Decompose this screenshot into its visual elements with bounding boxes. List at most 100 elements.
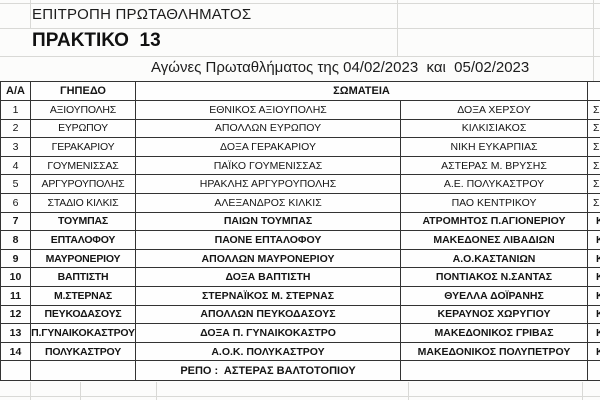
venue-cell: ΓΕΡΑΚΑΡΙΟΥ [30,137,136,157]
away-club-cell: ΠΑΟ ΚΕΝΤΡΙΚΟΥ [399,192,589,213]
match-row: 9 ΜΑΥΡΟΝΕΡΙΟΥ ΑΠΟΛΛΩΝ ΜΑΥΡΟΝΕΡΙΟΥ Α.Ο.ΚΑ… [0,248,600,269]
venue-cell: ΣΤΑΔΙΟ ΚΙΛΚΙΣ [30,192,136,213]
match-row: 8 ΕΠΤΑΛΟΦΟΥ ΠΑΟΝΕ ΕΠΤΑΛΟΦΟΥ ΜΑΚΕΔΟΝΕΣ ΛΙ… [0,230,600,250]
match-row: 10 ΒΑΠΤΙΣΤΗ ΔΟΞΑ ΒΑΠΤΙΣΤΗ ΠΟΝΤΙΑΚΟΣ Ν.ΣΑ… [0,267,600,287]
venue-cell: ΒΑΠΤΙΣΤΗ [30,267,136,287]
home-club-cell: ΔΟΞΑ ΒΑΠΤΙΣΤΗ [135,267,401,287]
match-number-cell: 1 [0,100,31,120]
committee-title: ΕΠΙΤΡΟΠΗ ΠΡΩΤΑΘΛΗΜΑΤΟΣ [32,6,252,23]
venue-cell: ΜΑΥΡΟΝΕΡΙΟΥ [30,248,136,269]
day-partial-cell: Κ [587,211,600,232]
away-club-cell: ΜΑΚΕΔΟΝΙΚΟΣ ΓΡΙΒΑΣ [399,323,589,343]
header-index: Α/Α [0,81,31,101]
venue-cell: ΕΠΤΑΛΟΦΟΥ [30,230,136,250]
away-club-cell: ΝΙΚΗ ΕΥΚΑΡΠΙΑΣ [399,137,589,157]
venue-cell: ΠΟΛΥΚΑΣΤΡΟΥ [30,341,136,362]
match-row: 5 ΑΡΓΥΡΟΥΠΟΛΗΣ ΗΡΑΚΛΗΣ ΑΡΓΥΡΟΥΠΟΛΗΣ Α.Ε.… [0,174,600,194]
venue-cell: ΑΡΓΥΡΟΥΠΟΛΗΣ [30,174,136,194]
match-number-cell: 9 [0,248,31,269]
away-club-cell: ΔΟΞΑ ΧΕΡΣΟΥ [399,100,589,120]
away-club-cell: ΚΙΛΚΙΣΙΑΚΟΣ [399,118,589,139]
match-number-cell: 7 [0,211,31,232]
day-partial-cell: Σ [587,118,600,139]
match-number-cell: 14 [0,341,31,362]
away-club-cell: ΚΕΡΑΥΝΟΣ ΧΩΡΥΓΙΟΥ [399,304,589,325]
match-number-cell: 3 [0,137,31,157]
day-partial-cell: Κ [587,323,600,343]
gridline [408,382,409,400]
match-row: 1 ΑΞΙΟΥΠΟΛΗΣ ΕΘΝΙΚΟΣ ΑΞΙΟΥΠΟΛΗΣ ΔΟΞΑ ΧΕΡ… [0,100,600,120]
away-club-cell: ΜΑΚΕΔΟΝΕΣ ΛΙΒΑΔΙΩΝ [399,230,589,250]
match-number-cell: 8 [0,230,31,250]
venue-cell: ΓΟΥΜΕΝΙΣΣΑΣ [30,155,136,176]
day-partial-cell: Κ [587,285,600,306]
venue-cell: ΠΕΥΚΟΔΑΣΟΥΣ [30,304,136,325]
match-number-cell: 4 [0,155,31,176]
gridline [0,28,600,29]
match-row: 2 ΕΥΡΩΠΟΥ ΑΠΟΛΛΩΝ ΕΥΡΩΠΟΥ ΚΙΛΚΙΣΙΑΚΟΣ Σ [0,118,600,139]
venue-cell: ΕΥΡΩΠΟΥ [30,118,136,139]
day-partial-cell: Σ [587,192,600,213]
home-club-cell: ΑΠΟΛΛΩΝ ΠΕΥΚΟΔΑΣΟΥΣ [135,304,401,325]
repo-row: ΡΕΠΟ : ΑΣΤΕΡΑΣ ΒΑΛΤΟΤΟΠΙΟΥ [0,360,600,382]
away-club-cell: ΑΤΡΟΜΗΤΟΣ Π.ΑΓΙΟΝΕΡΙΟΥ [399,211,589,232]
gridline [593,0,594,81]
home-club-cell: ΣΤΕΡΝΑΪΚΟΣ Μ. ΣΤΕΡΝΑΣ [135,285,401,306]
gridline [397,0,398,56]
matches-subtitle: Αγώνες Πρωταθλήματος της 04/02/2023 και … [151,59,530,76]
home-club-cell: ΕΘΝΙΚΟΣ ΑΞΙΟΥΠΟΛΗΣ [135,100,401,120]
day-partial-cell: Σ [587,174,600,194]
away-club-cell: Α.Ε. ΠΟΛΥΚΑΣΤΡΟΥ [399,174,589,194]
gridline [30,0,31,28]
minutes-title: ΠΡΑΚΤΙΚΟ 13 [32,30,161,51]
day-partial-cell: Σ [587,100,600,120]
home-club-cell: ΔΟΞΑ ΓΕΡΑΚΑΡΙΟΥ [135,137,401,157]
empty-cell [0,360,31,382]
home-club-cell: ΔΟΞΑ Π. ΓΥΝΑΙΚΟΚΑΣΤΡΟ [135,323,401,343]
header-venue: ΓΗΠΕΔΟ [30,81,136,101]
match-number-cell: 12 [0,304,31,325]
match-row: 12 ΠΕΥΚΟΔΑΣΟΥΣ ΑΠΟΛΛΩΝ ΠΕΥΚΟΔΑΣΟΥΣ ΚΕΡΑΥ… [0,304,600,325]
gridline [582,382,583,400]
match-row: 6 ΣΤΑΔΙΟ ΚΙΛΚΙΣ ΑΛΕΞΑΝΔΡΟΣ ΚΙΛΚΙΣ ΠΑΟ ΚΕ… [0,192,600,213]
day-partial-cell: Κ [587,267,600,287]
away-club-cell: ΜΑΚΕΔΟΝΙΚΟΣ ΠΟΛΥΠΕΤΡΟΥ [399,341,589,362]
match-number-cell: 5 [0,174,31,194]
header-clubs: ΣΩΜΑΤΕΙΑ [134,81,589,101]
match-row: 3 ΓΕΡΑΚΑΡΙΟΥ ΔΟΞΑ ΓΕΡΑΚΑΡΙΟΥ ΝΙΚΗ ΕΥΚΑΡΠ… [0,137,600,157]
away-club-cell: ΑΣΤΕΡΑΣ Μ. ΒΡΥΣΗΣ [399,155,589,176]
venue-cell: Μ.ΣΤΕΡΝΑΣ [30,285,136,306]
home-club-cell: ΑΛΕΞΑΝΔΡΟΣ ΚΙΛΚΙΣ [135,192,401,213]
table-header-row: Α/Α ΓΗΠΕΔΟ ΣΩΜΑΤΕΙΑ [0,81,600,101]
header-day [587,81,600,101]
empty-cell [30,360,136,382]
gridline [0,3,600,4]
venue-cell: ΑΞΙΟΥΠΟΛΗΣ [30,100,136,120]
day-partial-cell: Κ [587,304,600,325]
home-club-cell: ΗΡΑΚΛΗΣ ΑΡΓΥΡΟΥΠΟΛΗΣ [135,174,401,194]
gridline [156,382,157,400]
match-row: 13 Π.ΓΥΝΑΙΚΟΚΑΣΤΡΟΥ ΔΟΞΑ Π. ΓΥΝΑΙΚΟΚΑΣΤΡ… [0,323,600,343]
venue-cell: ΤΟΥΜΠΑΣ [30,211,136,232]
home-club-cell: ΠΑΪΚΟ ΓΟΥΜΕΝΙΣΣΑΣ [135,155,401,176]
home-club-cell: ΑΠΟΛΛΩΝ ΕΥΡΩΠΟΥ [135,118,401,139]
match-number-cell: 6 [0,192,31,213]
match-number-cell: 10 [0,267,31,287]
home-club-cell: Α.Ο.Κ. ΠΟΛΥΚΑΣΤΡΟΥ [135,341,401,362]
home-club-cell: ΠΑΟΝΕ ΕΠΤΑΛΟΦΟΥ [135,230,401,250]
home-club-cell: ΠΑΙΩΝ ΤΟΥΜΠΑΣ [135,211,401,232]
empty-cell [399,360,589,382]
day-partial-cell: Σ [587,155,600,176]
away-club-cell: ΘΥΕΛΛΑ ΔΟΪΡΑΝΗΣ [399,285,589,306]
venue-cell: Π.ΓΥΝΑΙΚΟΚΑΣΤΡΟΥ [30,323,136,343]
day-partial-cell: Κ [587,230,600,250]
match-number-cell: 2 [0,118,31,139]
empty-cell [587,360,600,382]
day-partial-cell: Σ [587,137,600,157]
match-number-cell: 11 [0,285,31,306]
gridline [0,56,600,57]
away-club-cell: Α.Ο.ΚΑΣΤΑΝΙΩΝ [399,248,589,269]
home-club-cell: ΑΠΟΛΛΩΝ ΜΑΥΡΟΝΕΡΙΟΥ [135,248,401,269]
gridline [0,396,600,397]
match-row: 4 ΓΟΥΜΕΝΙΣΣΑΣ ΠΑΪΚΟ ΓΟΥΜΕΝΙΣΣΑΣ ΑΣΤΕΡΑΣ … [0,155,600,176]
